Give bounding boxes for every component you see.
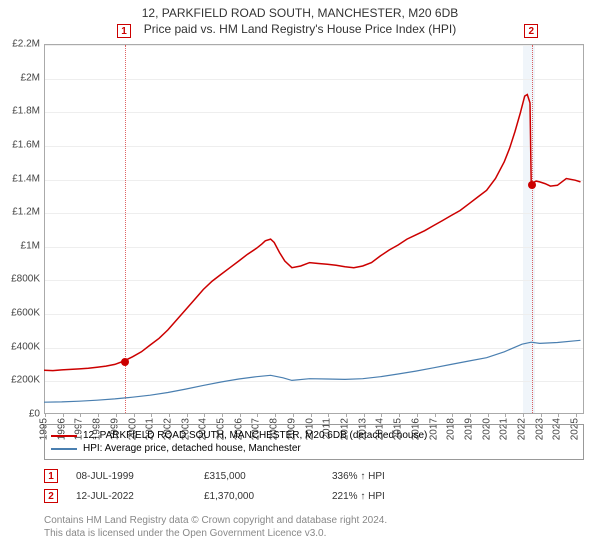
y-tick-label: £1.8M [12,106,40,117]
y-tick-label: £1M [21,240,40,251]
legend-label: HPI: Average price, detached house, Manc… [83,443,301,454]
sale-pct: 221% ↑ HPI [332,491,442,502]
legend-item-hpi: HPI: Average price, detached house, Manc… [51,442,577,455]
legend-item-subject: 12, PARKFIELD ROAD SOUTH, MANCHESTER, M2… [51,429,577,442]
title-subtitle: Price paid vs. HM Land Registry's House … [0,20,600,40]
y-tick-label: £1.4M [12,173,40,184]
legend-swatch [51,448,77,450]
sales-row: 1 08-JUL-1999 £315,000 336% ↑ HPI [44,466,584,486]
y-tick-label: £400K [11,341,40,352]
sale-pct: 336% ↑ HPI [332,471,442,482]
y-tick-label: £2M [21,72,40,83]
series-line-subject [44,95,581,371]
sale-marker-num: 1 [44,469,58,483]
chart-area: £0£200K£400K£600K£800K£1M£1.2M£1.4M£1.6M… [44,44,584,414]
sales-row: 2 12-JUL-2022 £1,370,000 221% ↑ HPI [44,486,584,506]
y-tick-label: £200K [11,375,40,386]
footer-line2: This data is licensed under the Open Gov… [44,527,584,540]
sale-price: £315,000 [204,471,314,482]
footer: Contains HM Land Registry data © Crown c… [44,514,584,540]
sales-table: 1 08-JUL-1999 £315,000 336% ↑ HPI 2 12-J… [44,466,584,506]
y-tick-label: £1.6M [12,139,40,150]
series-line-hpi [44,340,581,402]
sale-marker-box: 1 [117,24,131,38]
y-tick-label: £800K [11,274,40,285]
sale-marker-num: 2 [44,489,58,503]
title-address: 12, PARKFIELD ROAD SOUTH, MANCHESTER, M2… [0,0,600,20]
chart-lines [44,44,584,414]
y-tick-label: £600K [11,308,40,319]
sale-price: £1,370,000 [204,491,314,502]
y-tick-label: £1.2M [12,207,40,218]
legend: 12, PARKFIELD ROAD SOUTH, MANCHESTER, M2… [44,424,584,460]
sale-date: 08-JUL-1999 [76,471,186,482]
legend-label: 12, PARKFIELD ROAD SOUTH, MANCHESTER, M2… [83,430,427,441]
sale-date: 12-JUL-2022 [76,491,186,502]
legend-swatch [51,435,77,437]
chart-container: 12, PARKFIELD ROAD SOUTH, MANCHESTER, M2… [0,0,600,560]
y-tick-label: £2.2M [12,39,40,50]
sale-marker-box: 2 [524,24,538,38]
footer-line1: Contains HM Land Registry data © Crown c… [44,514,584,527]
